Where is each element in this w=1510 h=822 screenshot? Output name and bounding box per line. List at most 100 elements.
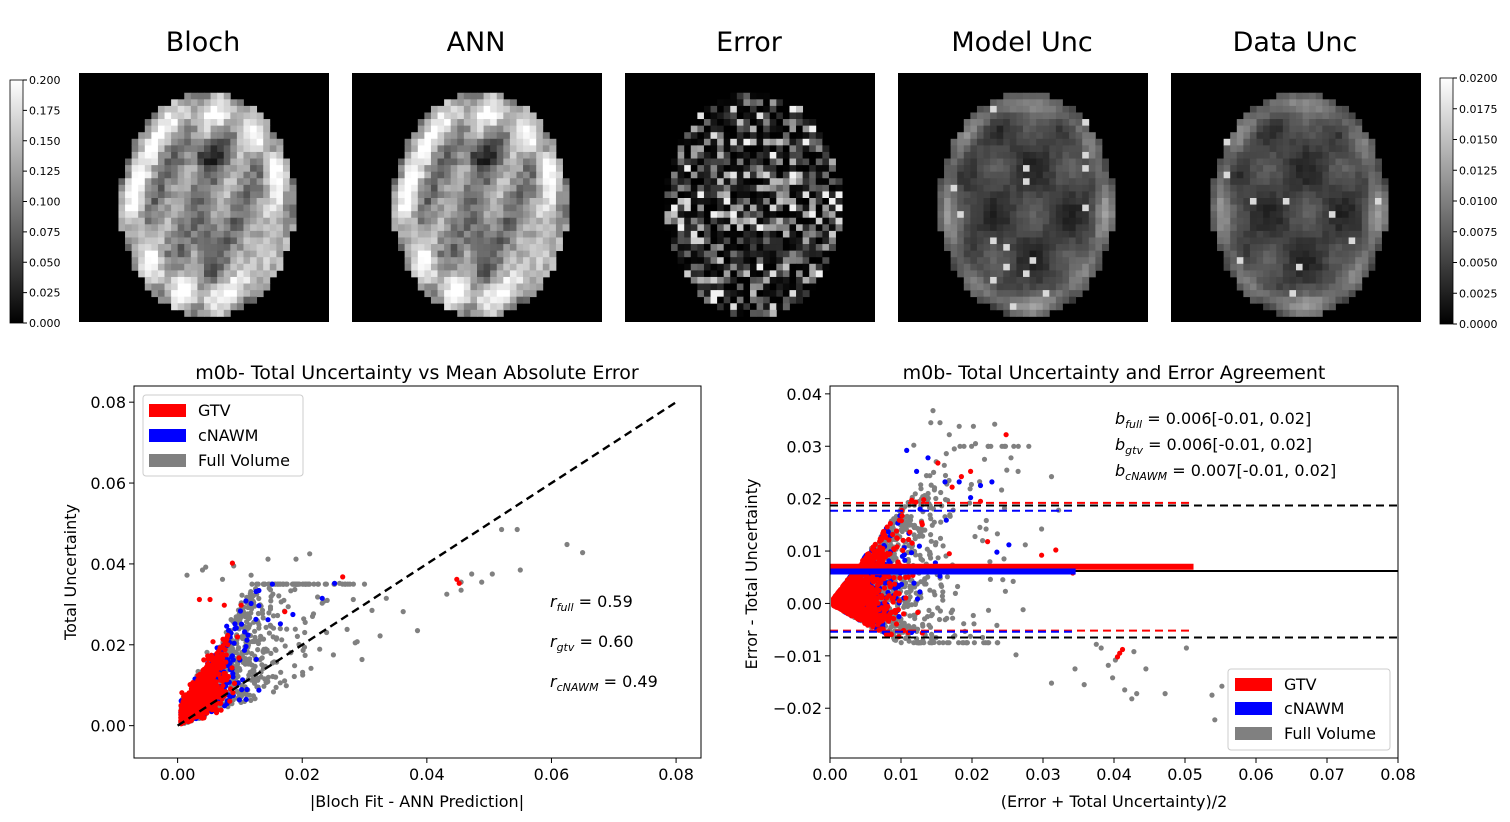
scatter-point xyxy=(936,616,943,623)
scatter-point xyxy=(904,447,910,453)
scatter-point xyxy=(458,587,464,593)
scatter-point xyxy=(911,580,917,586)
scatter-point xyxy=(273,674,279,680)
scatter-point xyxy=(914,468,920,474)
scatter-point xyxy=(210,656,216,662)
scatter-point xyxy=(940,597,946,603)
scatter-point xyxy=(235,661,241,667)
scatter-point xyxy=(920,637,926,644)
scatter-point xyxy=(1004,467,1010,473)
scatter-point xyxy=(489,571,495,577)
scatter-point xyxy=(270,634,276,640)
y-tick-label: 0.08 xyxy=(90,393,126,412)
colorbar-tick-label: 0.100 xyxy=(29,196,61,209)
scatter-point xyxy=(272,646,278,653)
scatter-point xyxy=(259,611,266,617)
scatter-point xyxy=(301,644,308,650)
scatter-point xyxy=(1219,683,1225,689)
scatter-point xyxy=(911,532,917,538)
scatter-point xyxy=(221,602,227,608)
scatter-point xyxy=(909,602,915,608)
scatter-point xyxy=(925,455,931,461)
scatter-point xyxy=(277,581,283,587)
scatter-point xyxy=(260,615,266,621)
colorbar-left: 0.0000.0250.0500.0750.1000.1250.1500.175… xyxy=(9,74,61,330)
scatter-point xyxy=(1006,542,1012,548)
scatter-point xyxy=(1134,691,1140,697)
scatter-point xyxy=(970,612,976,619)
scatter-point xyxy=(267,606,274,612)
scatter-point xyxy=(240,677,246,683)
scatter-point xyxy=(206,683,212,689)
scatter-point xyxy=(279,637,285,643)
scatter-point xyxy=(1129,696,1135,702)
scatter-point xyxy=(188,709,194,715)
scatter-point xyxy=(938,489,944,496)
scatter-point xyxy=(865,578,871,585)
scatter-point xyxy=(985,443,991,449)
scatter-point xyxy=(224,677,230,683)
scatter-point xyxy=(222,703,228,709)
scatter-point xyxy=(926,607,932,614)
scatter-point xyxy=(1110,675,1116,681)
scatter-point xyxy=(942,479,948,485)
scatter-point xyxy=(918,486,924,492)
scatter-point xyxy=(244,686,250,693)
scatter-point xyxy=(885,529,891,535)
colorbar-tick-label: 0.0050 xyxy=(1459,257,1498,270)
scatter-point xyxy=(931,469,937,475)
scatter-point xyxy=(317,646,323,652)
scatter-point xyxy=(961,621,967,627)
scatter-point xyxy=(924,546,930,552)
scatter-point xyxy=(213,685,219,691)
scatter-point xyxy=(187,696,193,703)
image-panel-model-unc xyxy=(898,73,1148,322)
scatter-point xyxy=(901,604,907,610)
scatter-point xyxy=(968,481,975,488)
scatter-point xyxy=(944,640,950,646)
scatter-point xyxy=(937,608,944,614)
chart-b-title: m0b- Total Uncertainty and Error Agreeme… xyxy=(903,362,1326,384)
scatter-point xyxy=(268,650,274,657)
scatter-point xyxy=(977,482,984,489)
scatter-point xyxy=(266,610,272,616)
scatter-point xyxy=(224,634,230,640)
colorbar-tick-label: 0.075 xyxy=(29,226,61,239)
image-panel-ann xyxy=(352,73,602,322)
chart-uncertainty-vs-error: m0b- Total Uncertainty vs Mean Absolute … xyxy=(61,362,702,811)
x-tick-label: 0.06 xyxy=(534,765,570,784)
scatter-point xyxy=(878,594,884,601)
scatter-point xyxy=(179,703,185,709)
scatter-point xyxy=(999,487,1005,493)
scatter-point xyxy=(340,574,346,580)
scatter-point xyxy=(253,616,259,622)
scatter-point xyxy=(271,659,277,665)
scatter-point xyxy=(218,707,224,713)
scatter-point xyxy=(210,639,216,645)
scatter-point xyxy=(896,598,903,604)
scatter-point xyxy=(922,576,928,582)
scatter-point xyxy=(928,420,934,426)
scatter-point xyxy=(942,472,949,479)
scatter-point xyxy=(215,660,221,666)
scatter-point xyxy=(239,592,245,598)
scatter-point xyxy=(985,607,992,613)
scatter-point xyxy=(206,655,212,661)
scatter-point xyxy=(256,603,262,609)
scatter-point xyxy=(232,626,238,632)
scatter-point xyxy=(261,683,267,689)
colorbar-tick-label: 0.0125 xyxy=(1459,164,1498,177)
scatter-point xyxy=(283,683,289,689)
chart-a-ylabel: Total Uncertainty xyxy=(61,504,80,641)
scatter-point xyxy=(892,586,899,592)
scatter-point xyxy=(216,655,222,661)
scatter-point xyxy=(902,557,908,563)
x-tick-label: 0.00 xyxy=(160,765,196,784)
scatter-point xyxy=(268,598,274,604)
scatter-point xyxy=(925,495,932,501)
scatter-point xyxy=(212,704,218,710)
scatter-point xyxy=(907,529,913,535)
scatter-point xyxy=(236,697,242,703)
scatter-point xyxy=(275,612,281,619)
